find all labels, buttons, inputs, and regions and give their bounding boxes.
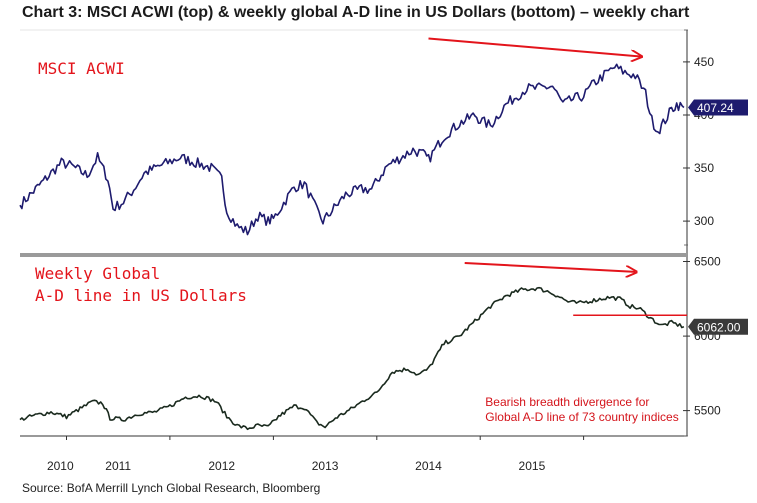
divergence-note-line-2: Global A-D line of 73 country indices bbox=[485, 410, 678, 424]
msci-acwi-series-line bbox=[19, 63, 685, 236]
bottom-last-value-badge: 6062.00 bbox=[688, 318, 748, 335]
top-trend-arrow bbox=[428, 37, 641, 57]
top-y-tick-label: 450 bbox=[694, 55, 714, 69]
bottom-y-tick-label: 5500 bbox=[694, 404, 721, 418]
top-y-tick-label: 350 bbox=[694, 161, 714, 175]
ad-line-series-line bbox=[19, 286, 685, 431]
x-tick-label: 2011 bbox=[105, 459, 131, 473]
x-tick-label: 2010 bbox=[47, 459, 74, 473]
x-tick-label: 2013 bbox=[312, 459, 339, 473]
top-last-value-badge: 407.24 bbox=[688, 99, 748, 116]
bottom-series-label-line: A-D line in US Dollars bbox=[35, 286, 247, 305]
bottom-trend-arrow bbox=[464, 262, 636, 272]
bottom-y-tick-label: 6500 bbox=[694, 255, 721, 269]
top-y-tick-label: 300 bbox=[694, 214, 714, 228]
bottom-series-label: Weekly Global A-D line in US Dollars bbox=[35, 264, 247, 305]
x-tick-label: 2015 bbox=[519, 459, 546, 473]
chart-title: Chart 3: MSCI ACWI (top) & weekly global… bbox=[22, 4, 690, 21]
top-last-value-text: 407.24 bbox=[697, 101, 734, 115]
divergence-note-line-1: Bearish breadth divergence for bbox=[485, 395, 649, 409]
x-tick-label: 2012 bbox=[208, 459, 235, 473]
top-y-axis: 300350400450 bbox=[683, 55, 714, 228]
chart-source: Source: BofA Merrill Lynch Global Resear… bbox=[22, 481, 321, 495]
x-axis: 2010 2011 2012 2013 2014 2015 bbox=[47, 29, 688, 473]
x-tick-label: 2014 bbox=[415, 459, 442, 473]
top-series-label: MSCI ACWI bbox=[38, 59, 125, 78]
bottom-last-value-text: 6062.00 bbox=[697, 320, 741, 334]
bottom-series-label-line: Weekly Global bbox=[35, 264, 160, 283]
